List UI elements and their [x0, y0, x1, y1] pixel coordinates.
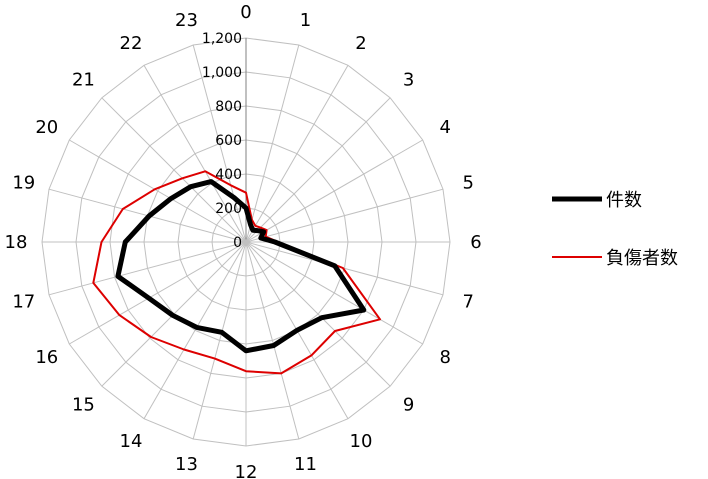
legend-item-injured: 負傷者数 [552, 242, 702, 272]
r-tick-label: 0 [233, 235, 242, 251]
grid-spoke [69, 139, 247, 243]
radar-grid [41, 37, 451, 447]
hour-label: 9 [403, 395, 414, 416]
r-tick-label: 600 [215, 133, 242, 149]
grid-spoke [192, 241, 247, 440]
hour-label: 15 [72, 395, 95, 416]
hour-label: 8 [439, 347, 450, 368]
series-line-count [115, 179, 367, 354]
grid-spoke [245, 241, 444, 296]
hour-label: 19 [12, 173, 35, 194]
grid-spoke [245, 241, 423, 345]
legend-label-count: 件数 [606, 190, 642, 211]
grid-spoke [69, 241, 247, 345]
r-tick-label: 1,200 [202, 31, 242, 47]
hour-label: 13 [175, 454, 198, 475]
hour-label: 6 [470, 232, 481, 253]
grid-spoke [143, 65, 247, 243]
grid-spoke [101, 97, 247, 243]
legend-swatch-count [552, 196, 602, 202]
grid-spoke [245, 188, 444, 243]
hour-label: 16 [35, 347, 58, 368]
grid-spoke [245, 65, 349, 243]
hour-label: 12 [235, 462, 258, 479]
hour-label: 5 [462, 173, 473, 194]
hour-label: 10 [350, 431, 373, 452]
hour-label: 4 [439, 117, 450, 138]
legend-item-count: 件数 [552, 184, 702, 214]
hour-label: 22 [120, 33, 143, 54]
legend: 件数 負傷者数 [552, 184, 702, 300]
hour-label: 21 [72, 69, 95, 90]
hour-label: 17 [12, 292, 35, 313]
r-tick-label: 400 [215, 167, 242, 183]
hour-label: 0 [240, 2, 251, 23]
hour-label: 20 [35, 117, 58, 138]
grid-spoke [143, 241, 247, 419]
hour-label: 18 [5, 232, 28, 253]
r-tick-label: 1,000 [202, 65, 242, 81]
hour-label: 11 [294, 454, 317, 475]
grid-spoke [245, 241, 300, 440]
grid-spoke [245, 241, 391, 387]
hour-label: 1 [300, 10, 311, 31]
grid-spoke [245, 97, 391, 243]
r-tick-label: 800 [215, 99, 242, 115]
grid-spoke [48, 241, 247, 296]
grid-spoke [245, 44, 300, 243]
hour-label: 7 [462, 292, 473, 313]
grid-spoke [245, 139, 423, 243]
series-line-injured [92, 170, 381, 375]
hour-label: 14 [120, 431, 143, 452]
legend-label-injured: 負傷者数 [606, 248, 678, 269]
legend-swatch-injured [552, 256, 602, 258]
hour-label: 3 [403, 69, 414, 90]
series-layer [92, 170, 381, 375]
hour-label: 23 [175, 10, 198, 31]
hour-label: 2 [355, 33, 366, 54]
r-tick-label: 200 [215, 201, 242, 217]
grid-spoke [192, 44, 247, 243]
